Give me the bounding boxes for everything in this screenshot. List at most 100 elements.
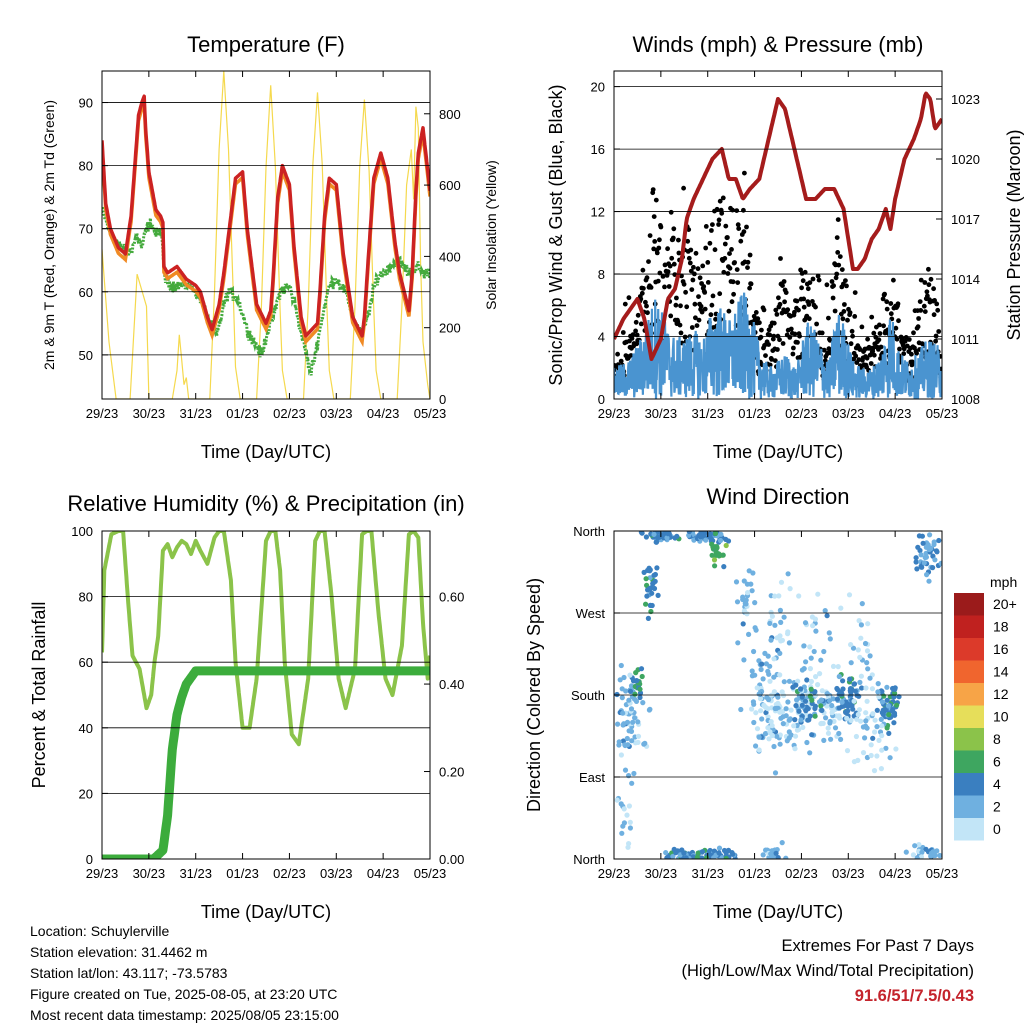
gust-point xyxy=(652,239,658,244)
x-tick-label: 05/23 xyxy=(414,866,447,881)
gust-point xyxy=(829,279,835,284)
direction-point xyxy=(760,852,766,858)
direction-point xyxy=(879,723,885,729)
direction-point xyxy=(813,628,819,634)
gust-point xyxy=(856,357,862,363)
temperature-title: Temperature (F) xyxy=(187,32,345,57)
direction-point xyxy=(718,531,724,537)
gust-point xyxy=(906,337,912,342)
gust-point xyxy=(891,277,896,283)
gust-point xyxy=(722,256,728,261)
gust-point xyxy=(836,262,842,268)
direction-point xyxy=(778,619,784,626)
gust-point xyxy=(801,296,807,302)
direction-point xyxy=(858,635,864,641)
gust-point xyxy=(717,198,723,204)
direction-point xyxy=(654,565,660,571)
gust-point xyxy=(626,295,632,301)
y-tick-label-right: 0.20 xyxy=(439,765,464,780)
gust-point xyxy=(741,229,747,235)
gust-point xyxy=(683,289,688,295)
gust-point xyxy=(720,195,726,201)
direction-point xyxy=(756,734,762,740)
y-tick-label: 60 xyxy=(79,655,93,670)
gust-point xyxy=(824,282,830,288)
direction-point xyxy=(798,717,804,723)
direction-point xyxy=(624,719,631,725)
direction-point xyxy=(698,534,704,540)
direction-point xyxy=(637,686,643,692)
gust-point xyxy=(775,347,780,352)
gust-point xyxy=(689,287,695,292)
direction-point xyxy=(771,674,777,680)
y-tick-label: 0 xyxy=(598,392,605,407)
direction-point xyxy=(815,591,821,597)
direction-point xyxy=(785,631,791,637)
direction-point xyxy=(635,733,642,739)
direction-point xyxy=(880,711,886,718)
direction-point xyxy=(775,705,781,711)
winds-xlabel: Time (Day/UTC) xyxy=(713,442,843,462)
gust-point xyxy=(915,324,921,330)
direction-point xyxy=(811,648,817,655)
y-tick-label: 80 xyxy=(79,159,93,174)
direction-point xyxy=(745,590,751,596)
direction-point xyxy=(780,721,786,727)
gust-point xyxy=(888,301,894,306)
direction-point xyxy=(855,711,861,718)
x-tick-label: 29/23 xyxy=(598,866,631,881)
direction-point xyxy=(783,706,789,712)
direction-point xyxy=(812,689,818,695)
direction-point xyxy=(767,663,773,669)
direction-point xyxy=(870,735,876,741)
legend-swatch xyxy=(954,750,984,773)
gust-point xyxy=(813,304,818,310)
gust-point xyxy=(736,226,742,232)
direction-point xyxy=(629,780,635,786)
gust-point xyxy=(729,247,734,252)
x-tick-label: 03/23 xyxy=(832,406,865,421)
direction-point xyxy=(766,736,772,742)
y-tick-label: 16 xyxy=(591,142,605,157)
direction-point xyxy=(875,689,881,695)
direction-point xyxy=(846,592,853,598)
gust-point xyxy=(807,280,813,285)
gust-point xyxy=(641,286,646,291)
direction-point xyxy=(627,819,633,825)
direction-point xyxy=(721,564,727,570)
direction-point xyxy=(759,661,765,667)
gust-point xyxy=(689,325,695,330)
gust-point xyxy=(868,361,874,366)
direction-point xyxy=(825,730,832,736)
direction-point xyxy=(856,693,862,699)
gust-point xyxy=(702,290,708,295)
direction-point xyxy=(799,694,805,700)
y-tick-label-right: 1017 xyxy=(951,212,980,227)
direction-point xyxy=(768,637,774,643)
x-tick-label: 29/23 xyxy=(86,866,119,881)
direction-point xyxy=(781,614,787,620)
direction-point xyxy=(766,697,772,703)
legend-label: 0 xyxy=(993,821,1001,837)
direction-point xyxy=(659,532,665,538)
y-tick-label-right: 1011 xyxy=(951,332,979,347)
direction-point xyxy=(624,735,630,742)
recent-timestamp: Most recent data timestamp: 2025/08/05 2… xyxy=(30,1007,339,1023)
direction-point xyxy=(828,736,834,742)
gust-point xyxy=(794,298,800,304)
y-tick-label: 4 xyxy=(598,330,605,345)
direction-point xyxy=(855,647,861,653)
humidity-panel: Relative Humidity (%) & Precipitation (i… xyxy=(29,491,465,922)
direction-point xyxy=(879,699,886,705)
gust-point xyxy=(865,336,870,342)
direction-point xyxy=(869,686,876,692)
direction-point xyxy=(872,729,878,735)
extremes-values: 91.6/51/7.5/0.43 xyxy=(854,987,974,1005)
direction-point xyxy=(805,717,811,723)
temperature-ylabel: 2m & 9m T (Red, Orange) & 2m Td (Green) xyxy=(41,100,57,370)
direction-point xyxy=(785,699,791,705)
gust-point xyxy=(780,283,785,288)
direction-point xyxy=(881,693,887,699)
temperature-xlabel: Time (Day/UTC) xyxy=(201,442,331,462)
